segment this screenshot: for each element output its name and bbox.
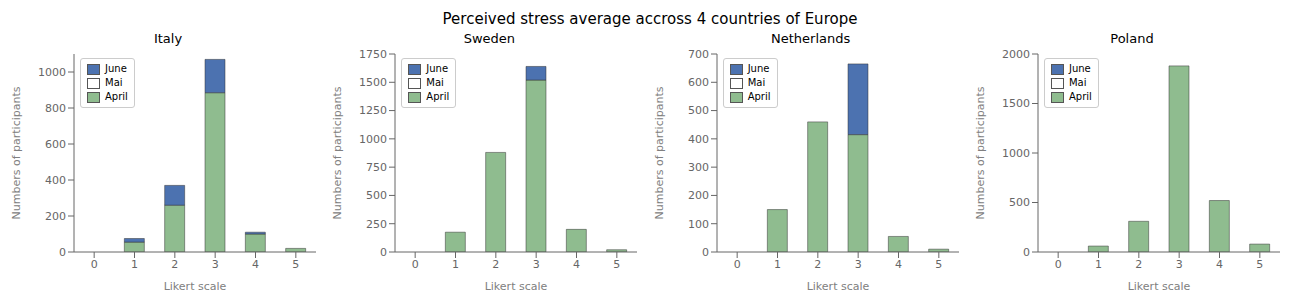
svg-text:500: 500 bbox=[688, 104, 709, 117]
html-text:June: June bbox=[1069, 63, 1091, 74]
svg-text:500: 500 bbox=[1009, 196, 1030, 209]
svg-text:600: 600 bbox=[688, 76, 709, 89]
svg-text:0: 0 bbox=[412, 258, 419, 271]
svg-text:2: 2 bbox=[493, 258, 500, 271]
svg-text:3: 3 bbox=[533, 258, 540, 271]
html-text:Mai: Mai bbox=[747, 77, 766, 88]
svg-text:1: 1 bbox=[131, 258, 138, 271]
svg-text:600: 600 bbox=[45, 138, 66, 151]
svg-text:4: 4 bbox=[1216, 258, 1223, 271]
svg-text:1000: 1000 bbox=[359, 133, 387, 146]
svg-text:Numbers of participants: Numbers of participants bbox=[10, 86, 23, 219]
svg-text:Likert scale: Likert scale bbox=[164, 280, 227, 293]
svg-text:5: 5 bbox=[935, 258, 942, 271]
svg-text:400: 400 bbox=[45, 174, 66, 187]
html-text:April: April bbox=[1069, 91, 1092, 102]
svg-text:200: 200 bbox=[45, 210, 66, 223]
svg-text:Likert scale: Likert scale bbox=[806, 280, 869, 293]
svg-text:Numbers of participants: Numbers of participants bbox=[331, 86, 344, 219]
svg-text:1500: 1500 bbox=[359, 76, 387, 89]
svg-text:0: 0 bbox=[380, 246, 387, 259]
svg-text:0: 0 bbox=[1055, 258, 1062, 271]
svg-text:700: 700 bbox=[688, 48, 709, 61]
svg-text:Numbers of participants: Numbers of participants bbox=[653, 86, 666, 219]
html-text:Netherlands: Netherlands bbox=[771, 31, 851, 46]
svg-text:2: 2 bbox=[1135, 258, 1142, 271]
svg-text:Likert scale: Likert scale bbox=[485, 280, 548, 293]
svg-text:300: 300 bbox=[688, 161, 709, 174]
svg-text:1000: 1000 bbox=[38, 66, 66, 79]
svg-text:1: 1 bbox=[452, 258, 459, 271]
svg-text:100: 100 bbox=[688, 218, 709, 231]
svg-text:4: 4 bbox=[895, 258, 902, 271]
html-text:Poland: Poland bbox=[1110, 31, 1154, 46]
svg-text:250: 250 bbox=[366, 218, 387, 231]
svg-text:1: 1 bbox=[1095, 258, 1102, 271]
svg-text:400: 400 bbox=[688, 133, 709, 146]
svg-text:200: 200 bbox=[688, 189, 709, 202]
svg-text:750: 750 bbox=[366, 161, 387, 174]
svg-text:1: 1 bbox=[774, 258, 781, 271]
svg-text:1750: 1750 bbox=[359, 48, 387, 61]
svg-text:4: 4 bbox=[573, 258, 580, 271]
svg-text:5: 5 bbox=[614, 258, 621, 271]
svg-text:4: 4 bbox=[252, 258, 259, 271]
svg-text:1500: 1500 bbox=[1002, 97, 1030, 110]
html-text:June: June bbox=[426, 63, 449, 74]
svg-text:5: 5 bbox=[1256, 258, 1263, 271]
html-text:Mai: Mai bbox=[1069, 77, 1087, 88]
svg-text:1250: 1250 bbox=[359, 104, 387, 117]
svg-text:Likert scale: Likert scale bbox=[1128, 280, 1191, 293]
svg-text:0: 0 bbox=[59, 246, 66, 259]
html-text:Mai: Mai bbox=[426, 77, 444, 88]
svg-text:5: 5 bbox=[292, 258, 299, 271]
svg-text:1000: 1000 bbox=[1002, 147, 1030, 160]
html-text:Mai: Mai bbox=[105, 77, 123, 88]
svg-text:0: 0 bbox=[1023, 246, 1030, 259]
svg-text:3: 3 bbox=[212, 258, 219, 271]
html-text:Sweden: Sweden bbox=[463, 31, 515, 46]
html-text:April: April bbox=[426, 91, 450, 102]
html-text:Perceived stress average accro: Perceived stress average accross 4 count… bbox=[442, 10, 858, 28]
html-text:June: June bbox=[105, 63, 127, 74]
svg-text:2: 2 bbox=[814, 258, 821, 271]
svg-text:2: 2 bbox=[171, 258, 178, 271]
html-text:Italy: Italy bbox=[153, 31, 183, 46]
svg-text:Numbers of participants: Numbers of participants bbox=[974, 86, 987, 219]
html-text:April: April bbox=[747, 91, 771, 102]
svg-text:500: 500 bbox=[366, 189, 387, 202]
html-text:April: April bbox=[105, 91, 128, 102]
svg-text:0: 0 bbox=[733, 258, 740, 271]
html-text:June: June bbox=[747, 63, 770, 74]
svg-text:0: 0 bbox=[91, 258, 98, 271]
svg-text:3: 3 bbox=[854, 258, 861, 271]
svg-text:3: 3 bbox=[1176, 258, 1183, 271]
svg-text:0: 0 bbox=[702, 246, 709, 259]
svg-text:800: 800 bbox=[45, 102, 66, 115]
svg-text:2000: 2000 bbox=[1002, 48, 1030, 61]
